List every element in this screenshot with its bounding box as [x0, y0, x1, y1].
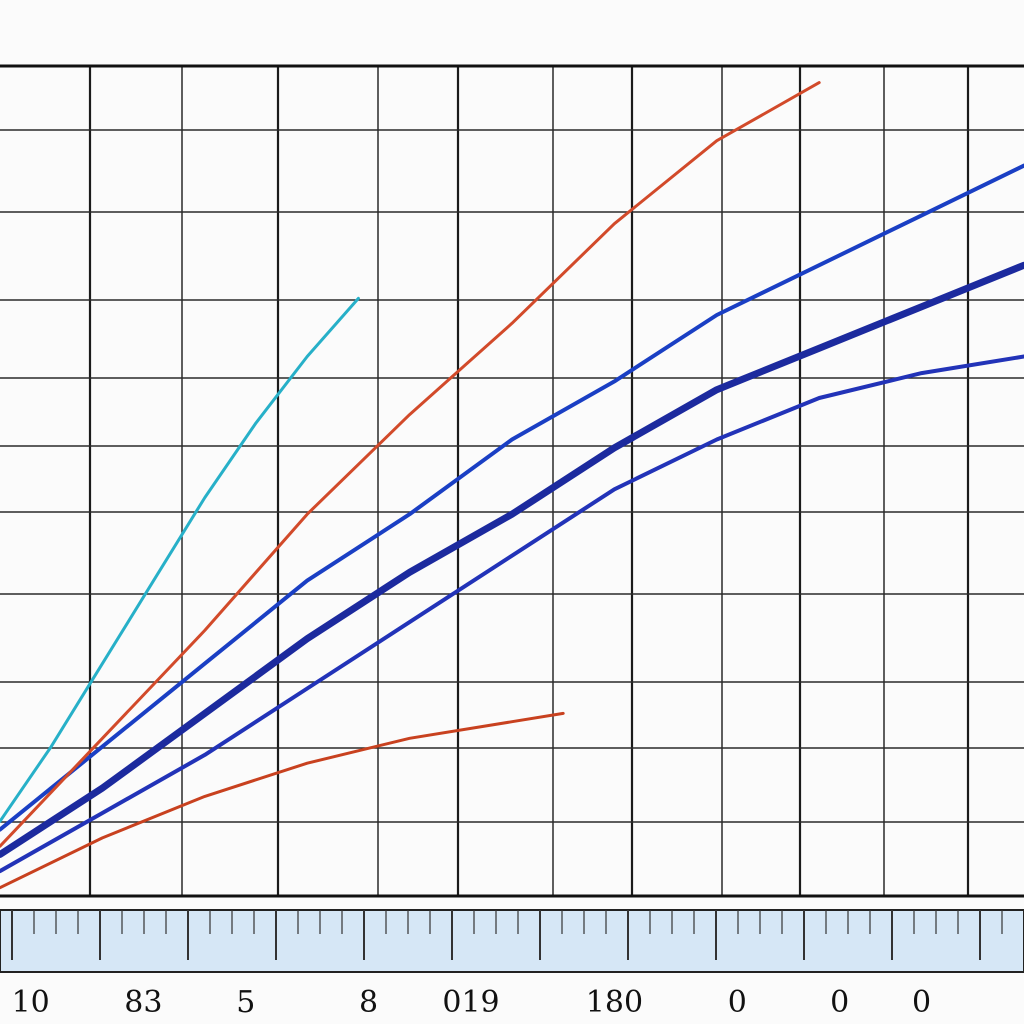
x-tick-label: 10 — [12, 985, 50, 1020]
ruler-band — [0, 909, 1024, 973]
series-line-2 — [0, 261, 1024, 858]
series-line-3 — [0, 354, 1024, 874]
x-tick-label: 019 — [442, 985, 499, 1020]
x-tick-label: 180 — [586, 985, 643, 1020]
x-tick-labels: 10 83 5 8 019 180 0 0 0 — [12, 985, 932, 1020]
x-tick-label: 0 — [728, 985, 747, 1020]
series-line-4 — [0, 81, 821, 848]
grid — [0, 64, 1024, 898]
series-group — [0, 81, 1024, 890]
x-tick-label: 0 — [830, 985, 849, 1020]
series-line-6 — [0, 711, 565, 890]
x-tick-label: 5 — [236, 985, 255, 1020]
series-line-1 — [0, 163, 1024, 832]
x-tick-label: 8 — [359, 985, 378, 1020]
x-tick-label: 83 — [124, 985, 162, 1020]
series-line-5 — [0, 296, 360, 823]
x-axis-ruler — [0, 909, 1024, 973]
x-tick-label: 0 — [912, 985, 931, 1020]
